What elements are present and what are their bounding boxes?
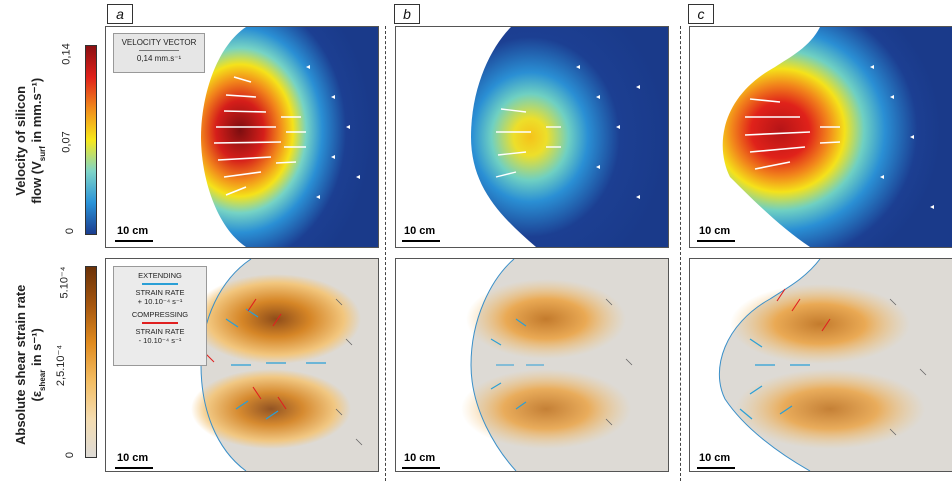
scale-bar-top-b	[402, 240, 440, 242]
scale-bar-top-a	[115, 240, 153, 242]
velocity-map-a	[105, 26, 379, 248]
velocity-tick-mid: 0,07	[60, 131, 73, 153]
panel-label-c: c	[688, 4, 714, 24]
velocity-map-b	[395, 26, 669, 248]
compressing-line	[142, 322, 178, 324]
separator-bc	[680, 26, 681, 481]
strain-rate-legend: EXTENDING STRAIN RATE + 10.10⁻⁴ s⁻¹ COMP…	[113, 266, 207, 366]
scale-label-top-a: 10 cm	[117, 225, 149, 237]
strain-tick-min: 0	[64, 451, 77, 459]
strain-tick-mid: 2,5.10⁻⁴	[55, 344, 68, 387]
scale-label-top-b: 10 cm	[404, 225, 436, 237]
strain-map-c	[689, 258, 952, 472]
velocity-tick-min: 0	[64, 227, 77, 235]
velocity-tick-max: 0,14	[60, 43, 73, 65]
scale-bar-bottom-a	[115, 467, 153, 469]
velocity-map-c	[689, 26, 952, 248]
scale-label-top-c: 10 cm	[699, 225, 731, 237]
scale-label-bottom-b: 10 cm	[404, 452, 436, 464]
scale-label-bottom-a: 10 cm	[117, 452, 149, 464]
velocity-axis-label: Velocity of silicon flow (Vsurf in mm.s⁻…	[13, 77, 47, 204]
separator-ab	[385, 26, 386, 481]
panel-label-a: a	[107, 4, 133, 24]
strain-colorbar	[85, 266, 97, 458]
scale-label-bottom-c: 10 cm	[699, 452, 731, 464]
strain-axis-label: Absolute shear strain rate (εshear in s⁻…	[13, 284, 47, 445]
strain-map-b	[395, 258, 669, 472]
scale-bar-top-c	[697, 240, 735, 242]
scale-bar-bottom-b	[402, 467, 440, 469]
velocity-colorbar	[85, 45, 97, 235]
velocity-vector-legend: VELOCITY VECTOR 0,14 mm.s⁻¹	[113, 33, 205, 73]
extending-line	[142, 283, 178, 285]
panel-label-b: b	[394, 4, 420, 24]
strain-tick-max: 5.10⁻⁴	[58, 266, 71, 299]
scale-bar-bottom-c	[697, 467, 735, 469]
